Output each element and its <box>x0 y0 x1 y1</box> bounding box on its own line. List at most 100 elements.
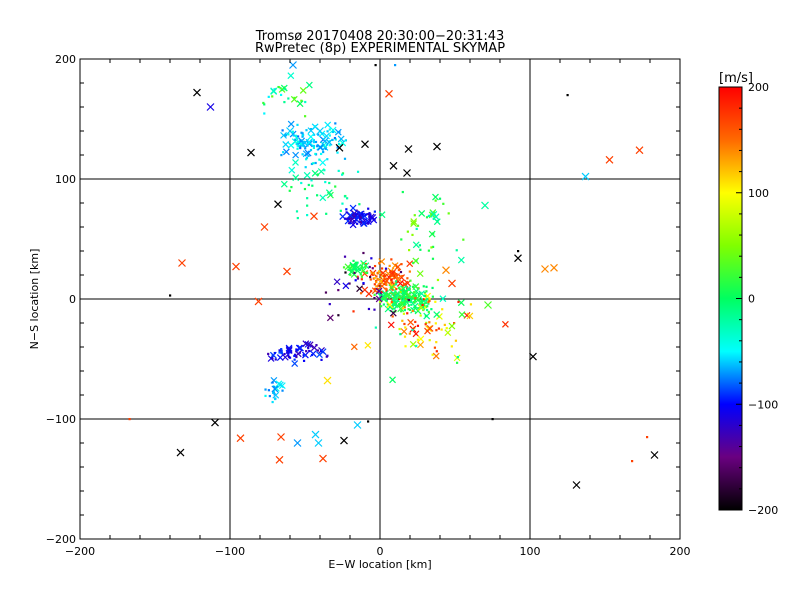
colorbar-tick-label: 100 <box>748 187 769 200</box>
data-point-dot <box>379 293 382 296</box>
data-point-dot <box>395 283 398 286</box>
data-point-dot <box>375 280 378 284</box>
data-point-dot <box>331 138 334 142</box>
data-point-dot <box>407 293 410 296</box>
data-point-dot <box>341 172 345 175</box>
data-point-cross <box>581 172 590 181</box>
data-point-dot <box>337 314 340 317</box>
data-point-dot <box>425 285 428 288</box>
data-point-cross <box>271 385 279 393</box>
data-point-dot <box>416 324 420 327</box>
data-point-cross <box>501 320 509 328</box>
data-point-dot <box>359 292 363 295</box>
data-point-dot <box>440 328 443 331</box>
data-point-dot <box>370 257 373 260</box>
data-point-dot <box>262 101 265 105</box>
data-point-cross <box>424 292 432 300</box>
data-point-dot <box>410 303 413 306</box>
data-point-dot <box>360 275 364 278</box>
data-point-dot <box>320 358 323 361</box>
data-point-dot <box>409 279 412 282</box>
data-point-cross <box>360 220 368 227</box>
data-point-cross <box>287 72 295 80</box>
data-point-dot <box>421 303 424 307</box>
data-point-cross <box>302 340 310 348</box>
data-point-dot <box>428 321 431 324</box>
data-point-dot <box>380 267 384 270</box>
data-point-dot <box>406 312 409 315</box>
data-point-cross <box>375 287 383 295</box>
data-point-dot <box>404 345 407 348</box>
data-point-cross <box>388 284 396 292</box>
data-point-dot <box>646 436 649 439</box>
data-point-dot <box>401 274 404 278</box>
data-point-dot <box>367 307 371 311</box>
data-point-cross <box>650 451 659 459</box>
data-point-dot <box>430 308 433 311</box>
data-point-dot <box>343 157 347 160</box>
y-tick-label: −200 <box>46 533 76 546</box>
data-point-dot <box>298 351 301 354</box>
data-point-dot <box>427 301 430 304</box>
data-point-dot <box>422 304 426 308</box>
data-point-dot <box>319 152 323 156</box>
data-point-dot <box>326 158 329 161</box>
data-point-dot <box>370 271 373 274</box>
data-point-dot <box>316 173 320 176</box>
data-point-dot <box>388 264 391 267</box>
data-point-cross <box>291 360 299 367</box>
data-point-cross <box>278 382 286 390</box>
y-axis-label: N−S location [km] <box>28 249 41 350</box>
data-point-cross <box>193 88 201 97</box>
data-point-cross <box>178 259 186 267</box>
data-point-dot <box>296 216 299 220</box>
data-point-dot <box>359 216 363 219</box>
data-point-dot <box>383 275 387 278</box>
data-point-cross <box>448 322 456 330</box>
chart-title: Tromsø 20170408 20:30:00−20:31:43 <box>255 29 505 44</box>
data-point-cross <box>364 341 372 349</box>
data-point-cross <box>347 268 355 276</box>
data-point-dot <box>306 213 309 217</box>
data-point-dot <box>413 306 417 309</box>
data-point-dot <box>326 130 329 133</box>
data-point-dot <box>425 297 429 300</box>
data-point-cross <box>270 87 278 95</box>
data-point-dot <box>353 271 356 275</box>
data-point-dot <box>414 297 417 300</box>
data-point-dot <box>407 308 410 311</box>
data-point-dot <box>456 355 460 359</box>
data-point-dot <box>399 290 402 294</box>
data-point-dot <box>380 305 383 308</box>
data-point-dot <box>356 222 359 225</box>
data-point-dot <box>427 310 430 314</box>
data-point-dot <box>328 144 331 147</box>
data-point-dot <box>427 302 430 305</box>
data-point-dot <box>368 215 371 218</box>
data-point-cross <box>288 166 296 174</box>
data-point-dot <box>434 322 437 325</box>
data-point-cross <box>292 151 300 159</box>
data-point-dot <box>361 212 364 216</box>
data-point-dot <box>295 355 298 359</box>
data-point-cross <box>411 302 419 310</box>
data-point-cross <box>428 211 436 219</box>
data-point-cross <box>280 84 288 92</box>
data-point-cross <box>292 158 299 166</box>
data-point-dot <box>373 293 376 296</box>
data-point-dot <box>334 185 337 188</box>
data-point-cross <box>319 454 327 463</box>
data-point-dot <box>360 278 363 281</box>
data-point-dot <box>305 156 309 159</box>
data-point-dot <box>301 132 304 135</box>
data-point-dot <box>431 295 434 298</box>
data-point-dot <box>310 162 314 166</box>
data-point-dot <box>400 310 403 313</box>
data-point-dot <box>271 400 274 404</box>
data-point-dot <box>399 333 402 336</box>
data-point-dot <box>323 169 326 172</box>
x-tick-label: 100 <box>520 545 541 558</box>
data-point-dot <box>328 181 331 185</box>
data-point-cross <box>356 285 364 293</box>
data-point-dot <box>312 133 316 136</box>
